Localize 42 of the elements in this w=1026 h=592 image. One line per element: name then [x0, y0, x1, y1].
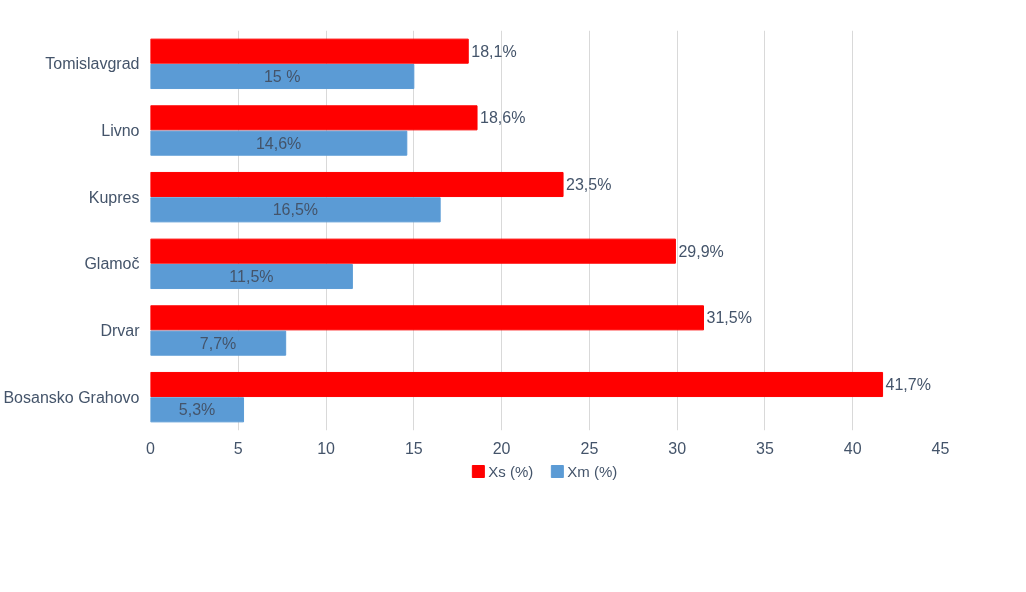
- bar: [150, 171, 564, 198]
- bar: [150, 305, 704, 331]
- x-tick-label: 45: [931, 439, 950, 457]
- bar: [150, 197, 441, 223]
- bar: [150, 397, 245, 423]
- x-tick-label: 25: [580, 439, 599, 457]
- bar: [150, 330, 287, 356]
- data-label: 23,5%: [566, 176, 612, 193]
- bar: [150, 130, 408, 156]
- bar: [150, 263, 353, 290]
- x-tick-label: 40: [843, 439, 862, 457]
- legend-label: Xm (%): [567, 463, 618, 480]
- data-label: 7,7%: [199, 334, 237, 352]
- data-label: 15 %: [263, 68, 301, 85]
- bar: [150, 38, 469, 64]
- y-tick-label: Livno: [101, 122, 140, 139]
- data-label: 31,5%: [706, 309, 752, 327]
- y-tick-label: Drvar: [100, 322, 141, 339]
- y-tick-label: Bosansko Grahovo: [3, 388, 140, 406]
- data-label: 11,5%: [229, 268, 274, 285]
- bar: [150, 371, 884, 398]
- bar: [150, 105, 478, 131]
- x-tick-label: 15: [404, 439, 423, 457]
- x-tick-label: 0: [146, 439, 156, 457]
- x-tick-label: 10: [317, 439, 336, 457]
- y-tick-label: Glamoč: [84, 255, 140, 273]
- legend-label: Xs (%): [488, 463, 534, 480]
- x-tick-label: 35: [756, 439, 774, 457]
- data-label: 18,6%: [480, 109, 526, 127]
- y-tick-label: Tomislavgrad: [45, 55, 140, 73]
- data-label: 41,7%: [885, 376, 931, 393]
- data-label: 5,3%: [178, 401, 216, 419]
- x-tick-label: 5: [233, 439, 243, 457]
- bar: [150, 238, 676, 264]
- data-label: 14,6%: [255, 134, 302, 152]
- data-label: 18,1%: [471, 42, 517, 60]
- data-label: 29,9%: [678, 242, 724, 260]
- bar: [150, 63, 415, 90]
- y-tick-label: Kupres: [88, 188, 140, 206]
- x-tick-label: 30: [668, 439, 687, 457]
- data-label: 16,5%: [272, 201, 319, 219]
- x-tick-label: 20: [492, 439, 511, 457]
